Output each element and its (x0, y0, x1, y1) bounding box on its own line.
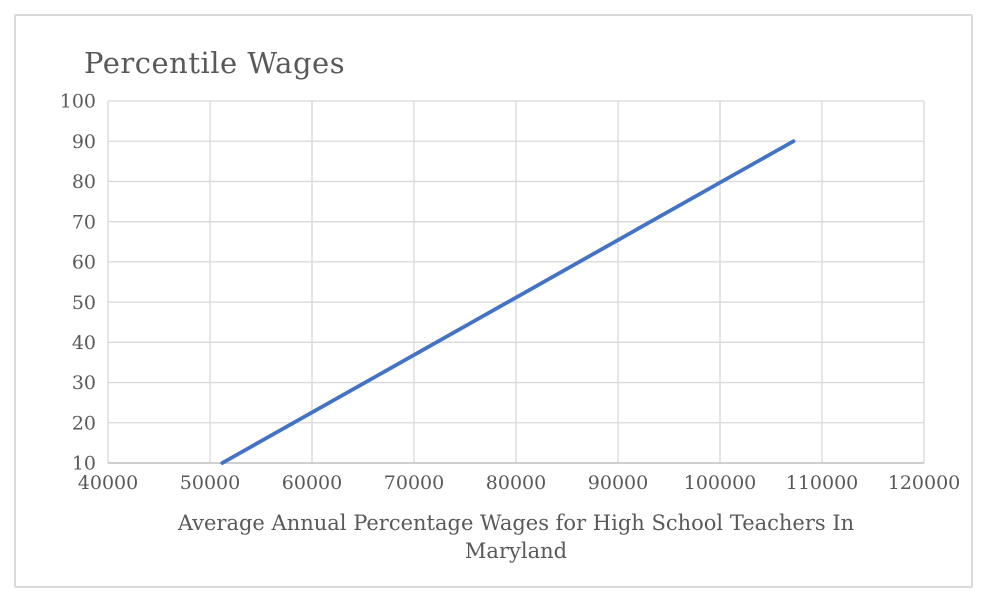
x-tick-label: 120000 (888, 472, 961, 494)
chart-title: Percentile Wages (84, 46, 346, 80)
x-tick-label: 50000 (180, 472, 240, 494)
y-tick-label: 10 (72, 453, 96, 475)
y-tick-label: 40 (72, 332, 96, 354)
y-tick-label: 80 (72, 171, 96, 193)
y-tick-label: 70 (72, 211, 96, 233)
x-tick-label: 40000 (78, 472, 138, 494)
x-tick-label: 70000 (384, 472, 444, 494)
x-tick-label: 80000 (486, 472, 546, 494)
y-tick-label: 50 (72, 292, 96, 314)
y-tick-label: 30 (72, 372, 96, 394)
x-tick-label: 60000 (282, 472, 342, 494)
y-tick-label: 60 (72, 252, 96, 274)
x-axis-title-line-1: Average Annual Percentage Wages for High… (177, 511, 855, 535)
y-tick-label: 20 (72, 412, 96, 434)
chart-container: Percentile Wages 10 20 30 40 50 60 70 80 90 100 40… (14, 14, 973, 588)
y-tick-label: 90 (72, 131, 96, 153)
x-tick-label: 110000 (786, 472, 859, 494)
y-tick-label: 100 (60, 91, 96, 113)
plot-area: 10 20 30 40 50 60 70 80 90 100 40000 50000 60000 7000… (60, 91, 961, 494)
x-axis-title-line-2: Maryland (464, 538, 568, 563)
x-axis-title: Average Annual Percentage Wages for High… (126, 510, 906, 566)
x-tick-label: 90000 (588, 472, 648, 494)
x-tick-label: 100000 (684, 472, 757, 494)
data-line-percentile-wages (220, 139, 796, 465)
